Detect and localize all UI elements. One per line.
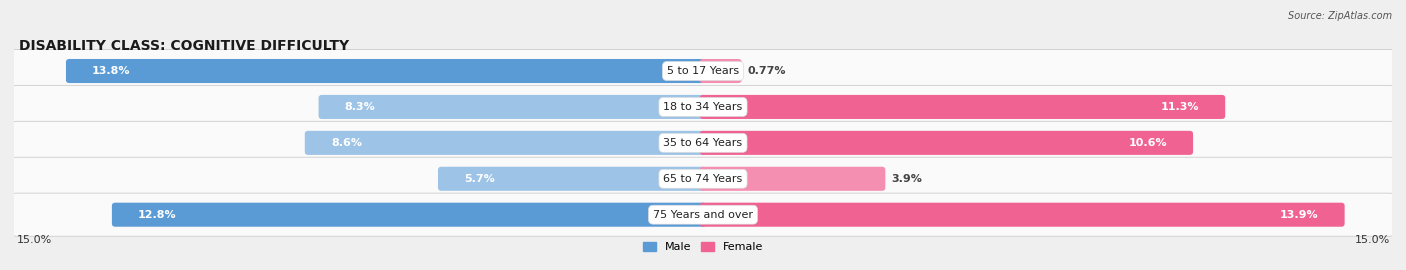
FancyBboxPatch shape (10, 121, 1396, 164)
FancyBboxPatch shape (10, 49, 1396, 93)
Text: 12.8%: 12.8% (138, 210, 177, 220)
Text: 18 to 34 Years: 18 to 34 Years (664, 102, 742, 112)
Text: 35 to 64 Years: 35 to 64 Years (664, 138, 742, 148)
Text: 15.0%: 15.0% (1354, 235, 1389, 245)
Text: 75 Years and over: 75 Years and over (652, 210, 754, 220)
Text: 11.3%: 11.3% (1160, 102, 1199, 112)
FancyBboxPatch shape (700, 167, 886, 191)
FancyBboxPatch shape (700, 203, 1344, 227)
FancyBboxPatch shape (700, 95, 1225, 119)
Text: 8.3%: 8.3% (344, 102, 375, 112)
Text: 13.9%: 13.9% (1279, 210, 1319, 220)
Text: DISABILITY CLASS: COGNITIVE DIFFICULTY: DISABILITY CLASS: COGNITIVE DIFFICULTY (18, 39, 349, 53)
FancyBboxPatch shape (66, 59, 706, 83)
Text: 8.6%: 8.6% (330, 138, 361, 148)
FancyBboxPatch shape (700, 131, 1194, 155)
Text: 10.6%: 10.6% (1128, 138, 1167, 148)
FancyBboxPatch shape (10, 193, 1396, 236)
FancyBboxPatch shape (10, 85, 1396, 129)
Text: 0.77%: 0.77% (748, 66, 786, 76)
FancyBboxPatch shape (700, 59, 741, 83)
FancyBboxPatch shape (112, 203, 706, 227)
Text: 5 to 17 Years: 5 to 17 Years (666, 66, 740, 76)
FancyBboxPatch shape (439, 167, 706, 191)
Legend: Male, Female: Male, Female (638, 237, 768, 257)
Text: 15.0%: 15.0% (17, 235, 52, 245)
FancyBboxPatch shape (305, 131, 706, 155)
FancyBboxPatch shape (10, 157, 1396, 200)
FancyBboxPatch shape (319, 95, 706, 119)
Text: 13.8%: 13.8% (93, 66, 131, 76)
Text: Source: ZipAtlas.com: Source: ZipAtlas.com (1288, 11, 1392, 21)
Text: 5.7%: 5.7% (464, 174, 495, 184)
Text: 65 to 74 Years: 65 to 74 Years (664, 174, 742, 184)
Text: 3.9%: 3.9% (891, 174, 922, 184)
